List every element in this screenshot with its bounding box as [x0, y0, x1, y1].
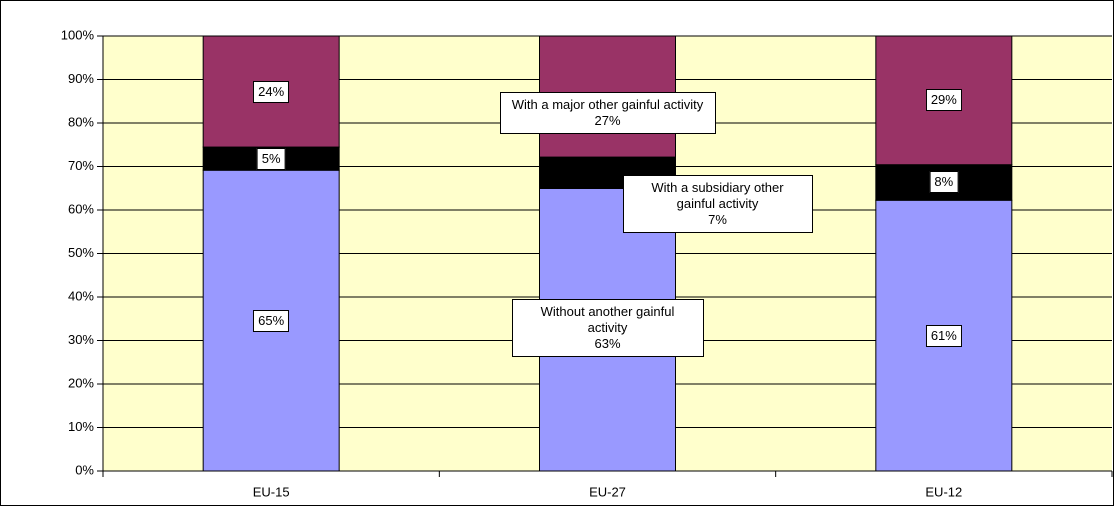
y-tick-label: 80% — [68, 114, 94, 129]
value-label: 5% — [256, 147, 286, 170]
value-label: 24% — [253, 80, 290, 103]
x-tick-label: EU-15 — [253, 484, 290, 499]
series-name: With a subsidiary other gainful activity — [651, 179, 784, 211]
series-name: With a major other gainful activity — [511, 96, 704, 112]
data-label: With a subsidiary other gainful activity… — [622, 174, 813, 233]
value-label: 61% — [925, 324, 962, 347]
x-tick-label: EU-27 — [589, 484, 626, 499]
value-label: 63% — [594, 335, 621, 351]
y-tick-label: 30% — [68, 332, 94, 347]
series-name: Without another gainful activity — [540, 303, 675, 335]
y-tick-label: 60% — [68, 201, 94, 216]
value-label: 29% — [925, 89, 962, 112]
y-tick-label: 90% — [68, 71, 94, 86]
data-label: Without another gainful activity 63% — [511, 298, 704, 357]
y-tick-label: 10% — [68, 419, 94, 434]
value-label: 7% — [708, 211, 727, 227]
y-tick-label: 40% — [68, 288, 94, 303]
data-label: With a major other gainful activity 27% — [499, 91, 716, 134]
bar-segment — [202, 35, 340, 148]
value-label: 65% — [253, 309, 290, 332]
y-tick-label: 20% — [68, 375, 94, 390]
value-label: 27% — [594, 112, 621, 128]
y-tick-label: 100% — [61, 27, 95, 42]
value-label: 8% — [929, 171, 959, 194]
y-tick-label: 50% — [68, 245, 94, 260]
x-tick-label: EU-12 — [925, 484, 962, 499]
y-tick-label: 70% — [68, 158, 94, 173]
y-tick-label: 0% — [75, 462, 94, 477]
